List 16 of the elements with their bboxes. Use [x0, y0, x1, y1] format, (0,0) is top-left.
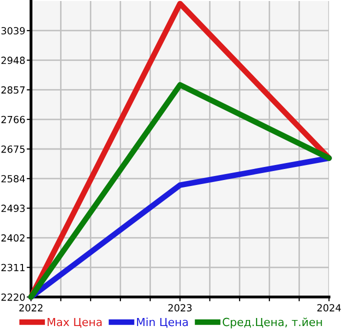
y-tick-label: 2220 — [1, 293, 25, 301]
y-tick-label: 2493 — [1, 204, 25, 212]
y-tick-label: 2584 — [1, 175, 25, 182]
y-tick-label: 2766 — [1, 116, 25, 124]
legend-label: Сред.Цена, т.йен — [222, 318, 322, 328]
y-tick-label: 2675 — [1, 145, 25, 153]
y-tick-label: 2402 — [1, 234, 24, 242]
x-tick-label: 2022 — [19, 304, 42, 312]
x-tick-label: 2023 — [168, 304, 192, 312]
y-tick-label: 2311 — [1, 264, 25, 272]
y-tick-label: 3039 — [1, 27, 25, 34]
y-tick-label: 2857 — [1, 86, 25, 94]
x-tick-label: 2024 — [317, 304, 341, 312]
legend-label: Min Цена — [137, 318, 188, 328]
y-tick-label: 2948 — [1, 56, 25, 64]
legend-label: Max Цена — [48, 318, 102, 328]
